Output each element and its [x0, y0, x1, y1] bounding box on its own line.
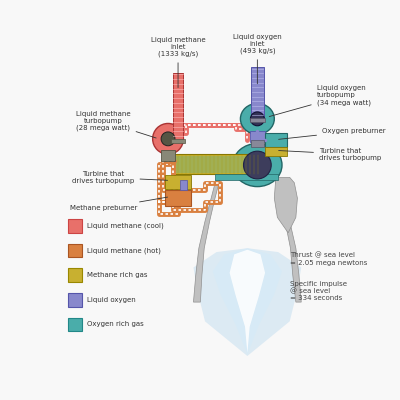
- Bar: [165, 175, 191, 189]
- Ellipse shape: [240, 104, 274, 134]
- Text: Methane preburner: Methane preburner: [70, 197, 168, 211]
- Bar: [68, 268, 82, 282]
- Ellipse shape: [244, 151, 271, 179]
- Bar: [173, 73, 184, 140]
- Polygon shape: [230, 250, 265, 353]
- Bar: [251, 140, 264, 146]
- Bar: [251, 67, 264, 120]
- Bar: [265, 133, 287, 146]
- Text: Turbine that
drives turbopump: Turbine that drives turbopump: [279, 148, 381, 161]
- Polygon shape: [194, 248, 301, 356]
- Bar: [250, 118, 265, 122]
- Polygon shape: [194, 177, 220, 302]
- Bar: [68, 293, 82, 307]
- Bar: [174, 156, 257, 173]
- Bar: [165, 190, 191, 206]
- Polygon shape: [274, 177, 301, 302]
- Text: Oxygen rich gas: Oxygen rich gas: [87, 322, 144, 328]
- Ellipse shape: [250, 112, 264, 126]
- Bar: [161, 150, 175, 161]
- Bar: [173, 154, 259, 174]
- Ellipse shape: [153, 124, 184, 154]
- Bar: [68, 244, 82, 258]
- Polygon shape: [274, 177, 297, 233]
- Text: Liquid methane
inlet
(1333 kg/s): Liquid methane inlet (1333 kg/s): [151, 37, 205, 88]
- Bar: [68, 219, 82, 233]
- Text: Liquid oxygen
inlet
(493 kg/s): Liquid oxygen inlet (493 kg/s): [233, 34, 282, 84]
- Text: Methane rich gas: Methane rich gas: [87, 272, 148, 278]
- Bar: [250, 131, 265, 142]
- Text: Specific impulse
@ sea level
= 334 seconds: Specific impulse @ sea level = 334 secon…: [290, 280, 347, 301]
- Text: Liquid oxygen
turbopump
(34 mega watt): Liquid oxygen turbopump (34 mega watt): [269, 86, 371, 116]
- Text: Thrust @ sea level
= 2.05 mega newtons: Thrust @ sea level = 2.05 mega newtons: [290, 252, 367, 266]
- Bar: [180, 180, 186, 190]
- Polygon shape: [213, 248, 282, 354]
- Ellipse shape: [233, 144, 282, 186]
- Text: Liquid oxygen: Liquid oxygen: [87, 297, 136, 303]
- Text: Oxygen preburner: Oxygen preburner: [279, 128, 386, 139]
- Text: Liquid methane (hot): Liquid methane (hot): [87, 247, 161, 254]
- Bar: [265, 146, 287, 156]
- Text: Liquid methane
turbopump
(28 mega watt): Liquid methane turbopump (28 mega watt): [76, 111, 156, 138]
- Bar: [215, 174, 278, 180]
- Bar: [68, 318, 82, 331]
- Text: Turbine that
drives turbopump: Turbine that drives turbopump: [72, 171, 168, 184]
- Text: Liquid methane (cool): Liquid methane (cool): [87, 223, 164, 229]
- Bar: [171, 139, 185, 144]
- Ellipse shape: [161, 132, 175, 146]
